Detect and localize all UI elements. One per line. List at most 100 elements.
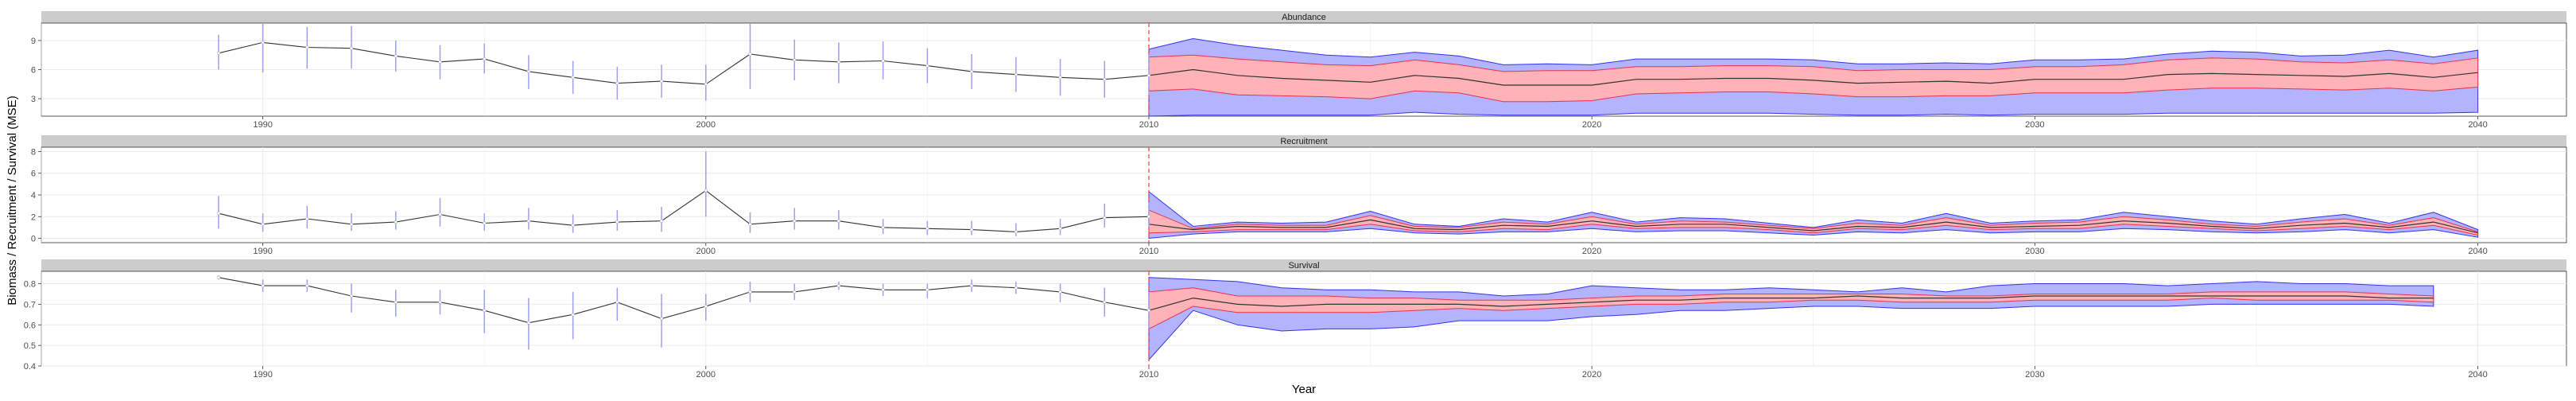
data-point	[261, 41, 265, 45]
data-point	[438, 300, 442, 304]
data-point	[1058, 76, 1062, 80]
data-point	[615, 300, 619, 304]
y-tick-label: 3	[31, 95, 36, 104]
data-point	[881, 225, 885, 230]
data-point	[925, 288, 929, 292]
x-tick-label: 2000	[696, 247, 716, 256]
inner-interval-band	[1148, 54, 2479, 103]
data-point	[483, 56, 487, 61]
y-tick-label: 0.6	[24, 321, 36, 330]
projection-median-line	[1148, 68, 2478, 86]
x-tick-label: 2030	[2025, 370, 2044, 380]
x-tick-label: 2030	[2025, 120, 2044, 130]
data-point	[483, 309, 487, 313]
data-point	[305, 284, 309, 288]
x-tick-label: 2020	[1582, 370, 1601, 380]
y-tick-label: 8	[31, 147, 36, 157]
data-point	[1146, 309, 1151, 313]
data-point	[483, 221, 487, 225]
data-point	[261, 284, 265, 288]
data-point	[1058, 227, 1062, 231]
data-point	[615, 220, 619, 224]
data-point	[1146, 215, 1151, 219]
data-point	[1014, 72, 1018, 76]
data-point	[1146, 73, 1151, 77]
facet-strip	[41, 135, 2566, 147]
data-point	[704, 304, 708, 309]
y-axis-title: Biomass / Recruitment / Survival (MSE)	[6, 95, 19, 305]
data-point	[970, 228, 974, 232]
data-point	[925, 227, 929, 231]
observed-line	[218, 277, 1150, 324]
x-tick-label: 1990	[253, 120, 272, 130]
data-point	[526, 69, 531, 74]
x-tick-label: 2020	[1582, 120, 1601, 130]
x-tick-label: 2040	[2468, 247, 2487, 256]
data-point	[970, 284, 974, 288]
data-point	[881, 59, 885, 63]
data-point	[438, 212, 442, 216]
projection-median-line	[1148, 219, 2478, 234]
data-point	[1103, 77, 1107, 81]
x-tick-label: 2010	[1139, 370, 1158, 380]
data-point	[704, 189, 708, 193]
data-point	[836, 219, 841, 223]
y-tick-label: 0	[31, 235, 36, 244]
y-tick-label: 6	[31, 66, 36, 76]
data-point	[1103, 216, 1107, 220]
facet-title: Survival	[1288, 261, 1319, 271]
y-tick-label: 0.7	[24, 300, 36, 310]
x-tick-label: 2040	[2468, 120, 2487, 130]
data-point	[1058, 290, 1062, 294]
data-point	[394, 300, 398, 304]
x-tick-label: 1990	[253, 247, 272, 256]
data-point	[349, 294, 354, 298]
data-point	[216, 212, 220, 216]
x-tick-label: 2040	[2468, 370, 2487, 380]
data-point	[659, 219, 664, 223]
data-point	[571, 313, 575, 317]
data-point	[526, 321, 531, 325]
data-point	[571, 224, 575, 228]
data-point	[970, 69, 974, 74]
data-point	[836, 284, 841, 288]
data-point	[1103, 300, 1107, 304]
data-point	[394, 220, 398, 224]
data-point	[1014, 230, 1018, 234]
x-axis-title: Year	[1292, 383, 1316, 396]
data-point	[571, 76, 575, 80]
data-point	[748, 290, 752, 294]
data-point	[261, 222, 265, 226]
facet-title: Abundance	[1282, 13, 1326, 22]
y-tick-label: 0.8	[24, 280, 36, 290]
data-point	[659, 80, 664, 84]
data-point	[793, 219, 797, 223]
x-tick-label: 2000	[696, 120, 716, 130]
panel-survival: Survival 0.4 0.5 0.6 0.7 0.8 1990 2000 2010 2020 2…	[24, 259, 2567, 380]
data-point	[925, 64, 929, 68]
data-point	[526, 219, 531, 223]
data-point	[216, 51, 220, 55]
x-tick-label: 2010	[1139, 247, 1158, 256]
y-tick-label: 2	[31, 212, 36, 222]
facet-title: Recruitment	[1280, 137, 1327, 146]
data-point	[394, 54, 398, 58]
y-tick-label: 9	[31, 37, 36, 46]
observed-line	[218, 41, 1150, 85]
observed-line	[218, 189, 1150, 232]
data-point	[349, 46, 354, 50]
data-point	[659, 317, 664, 321]
y-tick-label: 6	[31, 169, 36, 179]
y-tick-label: 0.5	[24, 341, 36, 351]
inner-interval-band	[1148, 287, 2434, 330]
data-point	[349, 222, 354, 226]
inner-interval-band	[1148, 209, 2479, 236]
data-point	[704, 82, 708, 86]
data-point	[438, 60, 442, 64]
x-tick-label: 2030	[2025, 247, 2044, 256]
data-point	[836, 60, 841, 64]
data-point	[881, 288, 885, 292]
data-point	[793, 290, 797, 294]
data-point	[216, 275, 220, 279]
